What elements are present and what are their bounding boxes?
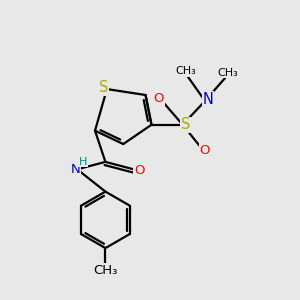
Text: S: S xyxy=(181,117,190,132)
Text: H: H xyxy=(79,157,87,167)
Text: N: N xyxy=(71,163,81,176)
Text: O: O xyxy=(154,92,164,105)
Text: CH₃: CH₃ xyxy=(175,66,196,76)
Text: O: O xyxy=(200,143,210,157)
Text: O: O xyxy=(134,164,144,177)
Text: CH₃: CH₃ xyxy=(217,68,238,78)
Text: CH₃: CH₃ xyxy=(93,264,118,277)
Text: N: N xyxy=(202,92,213,107)
Text: S: S xyxy=(99,80,108,95)
